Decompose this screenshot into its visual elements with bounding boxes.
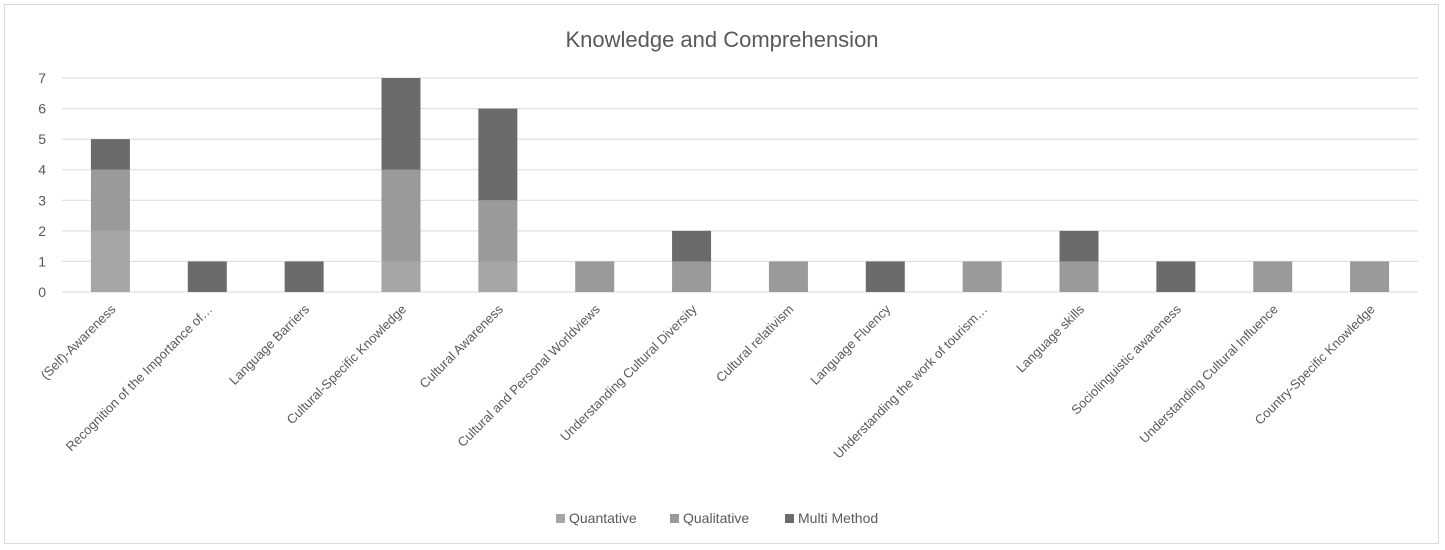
bar-segment-quantative xyxy=(381,261,421,292)
x-category-label: Language skills xyxy=(1013,301,1087,375)
bar-segment-qualitative xyxy=(1253,261,1293,292)
legend-swatch xyxy=(670,514,679,523)
x-category-label: Language Fluency xyxy=(807,301,894,388)
bars xyxy=(90,78,1390,292)
bar-segment-multi-method xyxy=(1156,261,1196,292)
x-category-label: Cultural Awareness xyxy=(416,301,506,391)
bar-segment-multi-method xyxy=(672,230,712,262)
bar-segment-multi-method xyxy=(865,261,905,292)
x-category-label: Sociolinguistic awareness xyxy=(1068,301,1184,417)
chart-frame xyxy=(4,4,1439,544)
chart-title: Knowledge and Comprehension xyxy=(565,27,878,52)
y-axis-ticks: 0 1 2 3 4 5 6 7 xyxy=(38,70,46,300)
legend-label: Quantative xyxy=(569,510,637,526)
y-tick-label: 0 xyxy=(38,284,46,300)
legend-swatch xyxy=(556,514,565,523)
bar-segment-multi-method xyxy=(381,78,421,170)
bar-segment-qualitative xyxy=(1059,261,1099,292)
y-tick-label: 7 xyxy=(38,70,46,86)
legend-label: Multi Method xyxy=(798,510,878,526)
y-tick-label: 3 xyxy=(38,192,46,208)
bar-segment-qualitative xyxy=(90,169,130,231)
y-tick-label: 6 xyxy=(38,101,46,117)
legend-label: Qualitative xyxy=(683,510,749,526)
gridlines xyxy=(62,77,1418,293)
y-tick-label: 5 xyxy=(38,131,46,147)
bar-segment-multi-method xyxy=(478,108,518,201)
bar-segment-quantative xyxy=(478,261,518,292)
x-category-label: Understanding the work of tourism… xyxy=(830,302,990,462)
y-tick-label: 2 xyxy=(38,223,46,239)
x-category-label: Language Barriers xyxy=(226,301,313,388)
bar-segment-qualitative xyxy=(381,169,421,262)
bar-segment-multi-method xyxy=(1059,230,1099,262)
bar-segment-multi-method xyxy=(284,261,324,292)
y-tick-label: 4 xyxy=(38,162,46,178)
x-category-label: Cultural relativism xyxy=(713,302,797,386)
x-category-label: (Self)-Awareness xyxy=(38,301,119,382)
legend-swatch xyxy=(785,514,794,523)
bar-segment-qualitative xyxy=(962,261,1002,292)
bar-segment-quantative xyxy=(90,230,130,292)
bar-segment-qualitative xyxy=(1350,261,1390,292)
bar-segment-qualitative xyxy=(768,261,808,292)
bar-segment-qualitative xyxy=(575,261,615,292)
y-tick-label: 1 xyxy=(38,253,46,269)
bar-segment-qualitative xyxy=(478,200,518,262)
bar-segment-multi-method xyxy=(90,139,130,170)
bar-segment-qualitative xyxy=(672,261,712,292)
legend: Quantative Qualitative Multi Method xyxy=(556,510,878,526)
bar-segment-multi-method xyxy=(187,261,227,292)
